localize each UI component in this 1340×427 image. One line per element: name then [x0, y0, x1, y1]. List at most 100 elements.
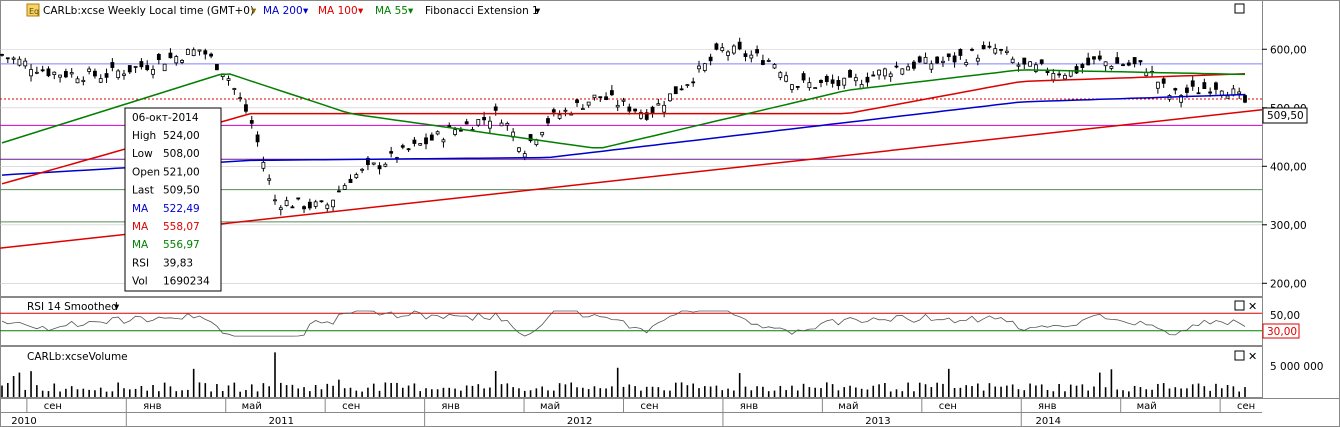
candle-body	[714, 43, 719, 50]
candle-body	[104, 73, 109, 78]
candle-body	[923, 56, 928, 64]
candle-body	[778, 72, 783, 78]
eq-icon[interactable]: Eq	[26, 3, 40, 17]
ma55-line	[1, 69, 1246, 149]
candle-body	[1219, 90, 1224, 96]
candle-body	[795, 86, 800, 88]
candle-body	[23, 60, 28, 67]
candle-body	[244, 104, 248, 112]
candle-body	[546, 118, 550, 124]
candle-body	[284, 200, 289, 206]
candle-body	[697, 65, 701, 70]
candle-body	[406, 148, 411, 151]
candle-body	[894, 65, 899, 68]
candle-body	[435, 131, 440, 135]
candle-body	[156, 53, 161, 60]
candle-body	[790, 84, 794, 90]
ma200-label[interactable]: MA 200	[263, 5, 303, 17]
candle-body	[336, 190, 341, 193]
candle-body	[464, 121, 469, 125]
candle-body	[412, 139, 417, 144]
candle-body	[52, 71, 57, 75]
x-axis: сен янв май сен янв май сен янв май сен янв май сен 2…	[0, 398, 1262, 427]
rsi-line	[1, 310, 1246, 337]
volume-title[interactable]: CARLb:xcseVolume	[27, 351, 128, 363]
rsi-maximize-icon[interactable]	[1234, 300, 1245, 311]
x-year-label: 2014	[1036, 416, 1061, 427]
candle-body	[1138, 60, 1143, 63]
candle-body	[737, 41, 742, 50]
candle-body	[1092, 56, 1096, 60]
tooltip-row-label: Last	[132, 185, 154, 197]
candle-body	[1051, 73, 1056, 81]
candle-body	[278, 207, 283, 211]
candle-body	[586, 101, 591, 106]
fib-dropdown-icon[interactable]: ▾	[535, 5, 541, 17]
candle-body	[1185, 87, 1189, 93]
candle-body	[929, 63, 934, 70]
ma55-dropdown-icon[interactable]: ▾	[408, 5, 414, 17]
candle-body	[29, 69, 33, 77]
ma100-dropdown-icon[interactable]: ▾	[358, 5, 364, 17]
rsi-close-icon[interactable]: ✕	[1248, 300, 1257, 313]
candle-body	[580, 108, 585, 111]
candle-body	[836, 80, 841, 87]
fib-label[interactable]: Fibonacci Extension 1	[425, 5, 539, 17]
x-month-label: май	[1137, 401, 1157, 412]
ma100-label[interactable]: MA 100	[318, 5, 358, 17]
last-price-tag: 509,50	[1262, 107, 1308, 124]
candle-body	[476, 119, 481, 126]
candle-body	[1155, 81, 1160, 89]
symbol-dropdown-icon[interactable]: ▾	[251, 5, 257, 17]
candle-body	[389, 151, 394, 154]
candle-body	[627, 106, 632, 112]
candle-body	[133, 66, 138, 68]
candle-body	[679, 88, 684, 91]
symbol-label: CARLb:xcse Weekly Local time (GMT+0)	[43, 5, 254, 17]
candle-body	[110, 62, 115, 68]
candle-body	[1080, 64, 1085, 69]
x-month-label: май	[838, 401, 858, 412]
ma55-label[interactable]: MA 55	[375, 5, 408, 17]
rsi-panel[interactable]	[0, 297, 1263, 346]
candle-body	[935, 56, 940, 64]
volume-tick-label: 5 000 000	[1270, 361, 1323, 373]
candle-body	[348, 178, 353, 183]
volume-close-icon[interactable]: ✕	[1248, 350, 1257, 363]
candle-body	[458, 129, 463, 132]
candle-body	[116, 70, 121, 79]
candle-body	[766, 60, 771, 62]
candle-body	[493, 106, 498, 111]
tooltip-date: 06-окт-2014	[132, 112, 199, 124]
candle-body	[69, 72, 74, 75]
maximize-icon[interactable]	[1234, 3, 1245, 14]
candle-body	[650, 106, 655, 114]
candle-body	[151, 69, 155, 75]
tooltip-row-value: 524,00	[163, 130, 200, 142]
candlestick-series	[0, 37, 1247, 216]
ma200-dropdown-icon[interactable]: ▾	[303, 5, 309, 17]
candle-body	[551, 109, 556, 113]
candle-body	[609, 90, 614, 96]
candle-body	[261, 161, 266, 169]
volume-panel[interactable]	[0, 346, 1263, 398]
candle-body	[1045, 70, 1050, 74]
candle-body	[122, 73, 126, 76]
rsi-title[interactable]: RSI 14 Smoothed	[27, 301, 118, 313]
rsi-dropdown-icon[interactable]: ▾	[114, 301, 120, 313]
candle-body	[482, 117, 486, 121]
candle-body	[749, 54, 754, 59]
candle-body	[1214, 82, 1218, 90]
x-year-label: 2012	[567, 416, 592, 427]
tooltip-row-label: MA	[132, 221, 149, 233]
candle-body	[824, 75, 829, 83]
candle-body	[209, 53, 214, 57]
candle-body	[1068, 70, 1073, 77]
candle-body	[522, 153, 527, 158]
x-month-label: сен	[939, 401, 957, 412]
volume-maximize-icon[interactable]	[1234, 350, 1245, 361]
candle-body	[1016, 64, 1021, 67]
tooltip-row-value: 509,50	[163, 185, 200, 197]
candle-body	[975, 57, 980, 62]
